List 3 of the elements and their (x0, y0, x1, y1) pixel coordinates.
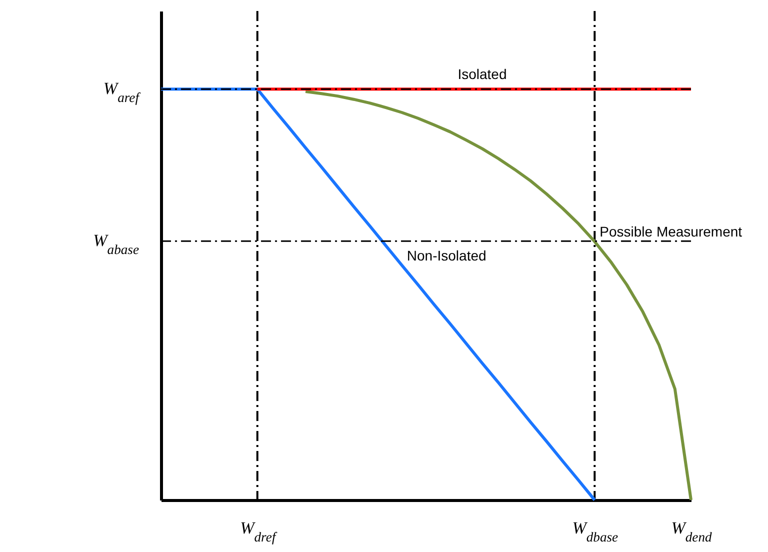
series-label: Isolated (458, 66, 507, 82)
series-label: Possible Measurement (600, 224, 742, 240)
series-label: Non-Isolated (406, 247, 486, 264)
